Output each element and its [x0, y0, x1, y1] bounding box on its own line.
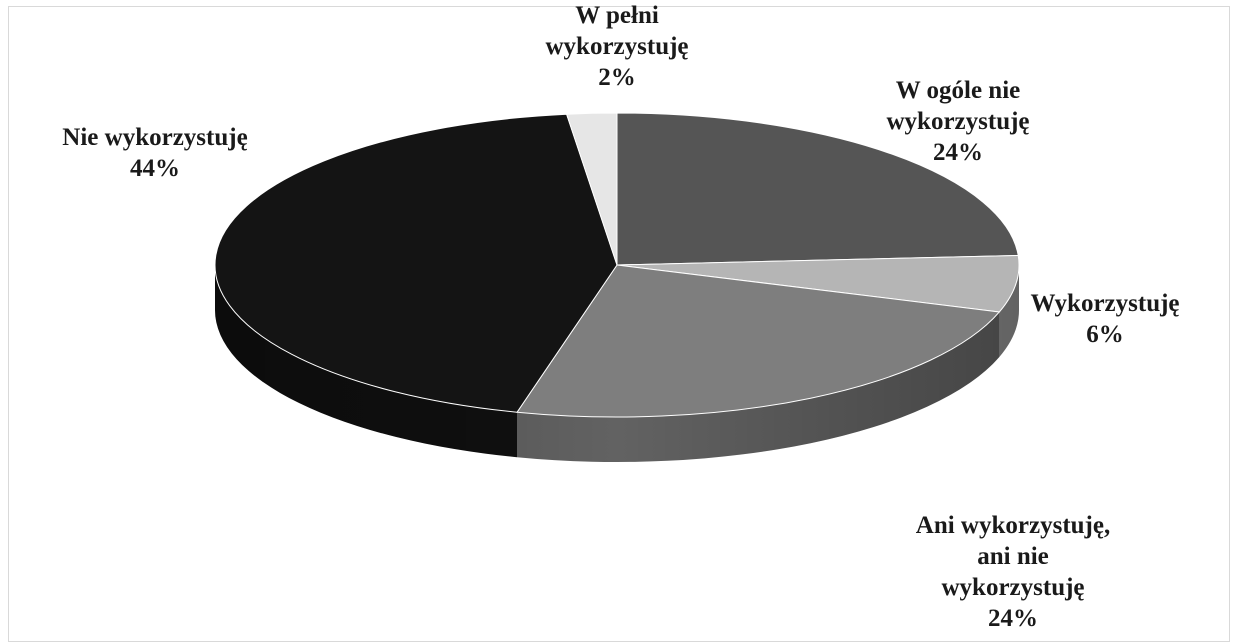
- data-label-line: 44%: [130, 155, 180, 182]
- data-label-1: Wykorzystuję 6%: [1030, 290, 1179, 348]
- pie-rim-shading: [215, 265, 1019, 462]
- data-label-line: 2%: [598, 64, 636, 91]
- data-label-line: wykorzystuję: [941, 574, 1084, 601]
- data-label-line: W ogóle nie: [896, 77, 1021, 104]
- slice-4: [565, 112, 618, 266]
- data-label-2: Ani wykorzystuję, ani nie wykorzystuję 24%: [916, 512, 1110, 632]
- data-label-line: wykorzystuję: [886, 108, 1029, 135]
- data-label-line: Wykorzystuję: [1030, 290, 1179, 317]
- data-label-line: wykorzystuję: [545, 33, 688, 60]
- slice-3: [214, 113, 618, 413]
- data-label-line: Ani wykorzystuję,: [916, 512, 1110, 539]
- slice-0: [616, 112, 1019, 266]
- slice-1: [616, 254, 1020, 313]
- pie-sides: [215, 265, 1019, 463]
- data-labels: W ogóle nie wykorzystuję 24% Wykorzystuję 6%…: [62, 2, 1179, 632]
- data-label-line: 24%: [988, 605, 1038, 632]
- data-label-line: 6%: [1086, 321, 1124, 348]
- data-label-0: W ogóle nie wykorzystuję 24%: [886, 77, 1029, 166]
- data-label-line: Nie wykorzystuję: [62, 124, 247, 151]
- data-label-4: W pełni wykorzystuję 2%: [545, 2, 688, 91]
- slice-2: [516, 264, 1001, 418]
- data-label-3: Nie wykorzystuję 44%: [62, 124, 247, 182]
- data-label-line: 24%: [933, 139, 983, 166]
- pie-slices: [214, 112, 1020, 418]
- data-label-line: W pełni: [575, 2, 659, 29]
- data-label-line: ani nie: [977, 543, 1049, 570]
